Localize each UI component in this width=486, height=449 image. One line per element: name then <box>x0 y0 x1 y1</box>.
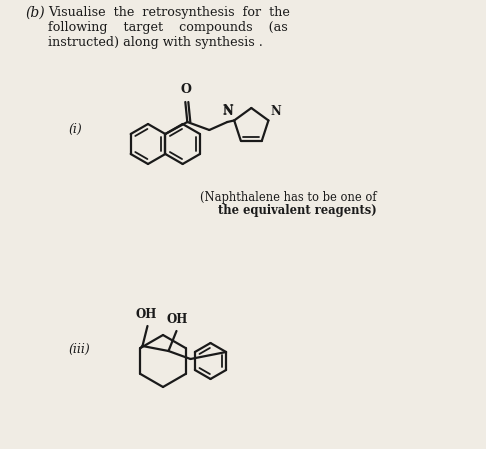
Text: N: N <box>223 104 234 117</box>
Text: the equivalent reagents): the equivalent reagents) <box>218 204 377 217</box>
Text: Visualise  the  retrosynthesis  for  the: Visualise the retrosynthesis for the <box>48 6 290 19</box>
Text: (Naphthalene has to be one of: (Naphthalene has to be one of <box>200 191 377 204</box>
Text: (iii): (iii) <box>68 343 90 356</box>
Text: instructed) along with synthesis .: instructed) along with synthesis . <box>48 36 263 49</box>
Text: OH: OH <box>136 308 157 321</box>
Text: following    target    compounds    (as: following target compounds (as <box>48 21 288 34</box>
Text: (i): (i) <box>68 123 82 136</box>
Text: N: N <box>270 106 281 119</box>
Text: OH: OH <box>167 313 188 326</box>
Text: N: N <box>223 106 233 119</box>
Text: (b): (b) <box>25 6 45 20</box>
Text: O: O <box>181 83 192 96</box>
